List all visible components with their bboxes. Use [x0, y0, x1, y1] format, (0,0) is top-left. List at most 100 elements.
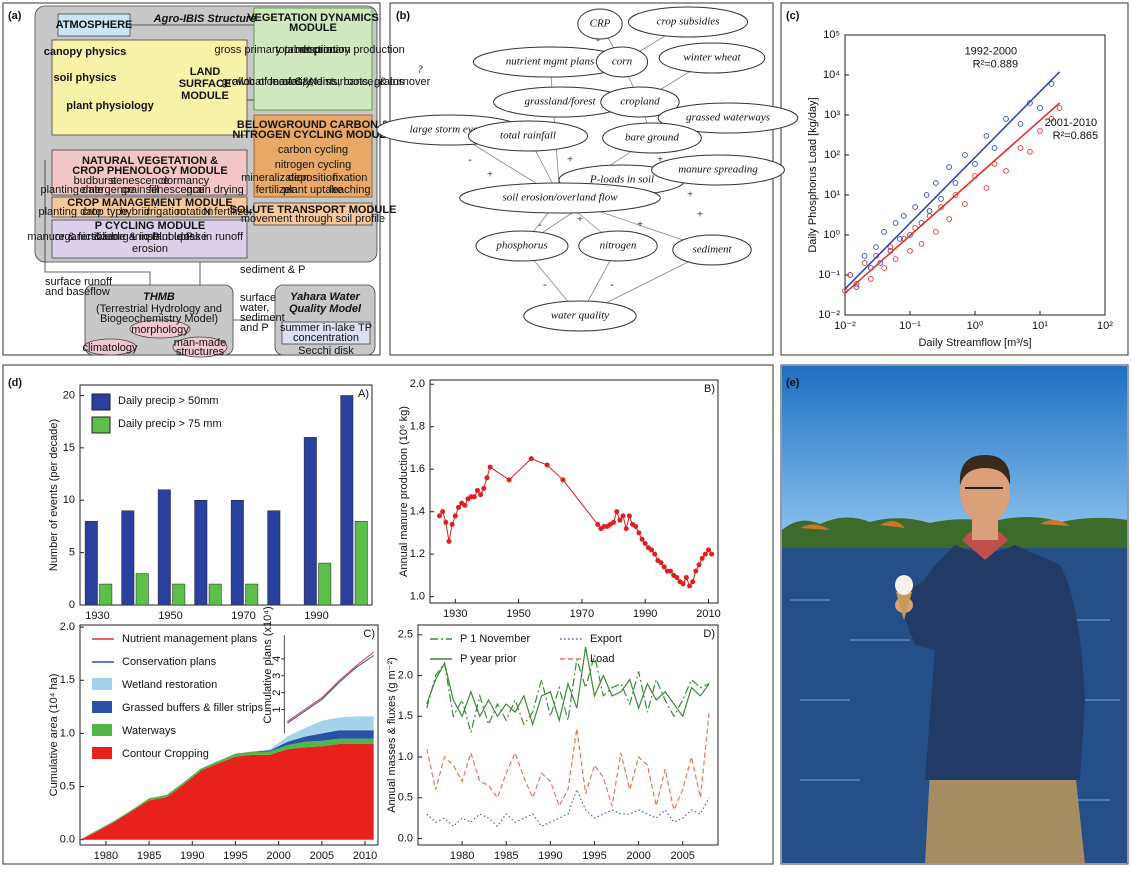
- label: morphology: [131, 324, 189, 336]
- label: soil physics: [54, 72, 117, 84]
- bar: [135, 573, 149, 606]
- label: phosphorus: [495, 240, 547, 252]
- box: [51, 149, 248, 196]
- y-tick-label: 20: [63, 389, 75, 401]
- point: [1048, 116, 1055, 122]
- label: +: [486, 169, 493, 181]
- legend-swatch: [92, 747, 112, 759]
- area: [80, 716, 374, 840]
- point: [1037, 128, 1043, 134]
- y-tick-label: 1.4: [410, 506, 425, 518]
- y-tick-label: 1.5: [398, 710, 413, 722]
- marker: [474, 487, 480, 493]
- label: plant uptake: [283, 184, 343, 196]
- y-tick-label: 0.0: [60, 834, 75, 846]
- label: -: [596, 34, 600, 46]
- legend-swatch: [91, 393, 111, 411]
- marker: [544, 462, 550, 468]
- point: [923, 192, 930, 198]
- marker: [636, 530, 642, 536]
- sketch-oval: [459, 182, 661, 214]
- y-tick-label: 1.8: [410, 421, 425, 433]
- label: cropland: [620, 96, 660, 108]
- label: loss in runoff: [181, 231, 244, 243]
- bar: [318, 562, 332, 606]
- legend-label: Daily precip > 75 mm: [118, 418, 222, 430]
- point: [873, 244, 879, 250]
- bar: [245, 583, 259, 606]
- x-tick-label: 2010: [353, 850, 377, 862]
- label: (c): [786, 10, 800, 22]
- x-tick-label: 1930: [85, 610, 109, 622]
- marker: [617, 517, 623, 523]
- marker: [642, 541, 648, 547]
- legend-label: Contour Cropping: [122, 748, 209, 760]
- x-tick-label: 10⁰: [967, 320, 984, 332]
- y-tick-label: 10⁻²: [818, 309, 840, 321]
- cone: [896, 592, 912, 620]
- label: MODULE: [181, 90, 229, 102]
- point: [1003, 168, 1009, 174]
- y-tick-label: 2.0: [60, 621, 75, 633]
- label: concentration: [293, 332, 359, 344]
- label: Quality Model: [289, 303, 362, 315]
- label: +: [576, 214, 583, 226]
- hair: [959, 455, 1011, 485]
- label: +: [636, 219, 643, 231]
- panel-tag: D): [703, 628, 715, 640]
- point: [1027, 100, 1033, 106]
- bar: [99, 583, 113, 606]
- label: N fertilizer: [203, 206, 253, 218]
- line: [287, 651, 375, 722]
- label: irrigation: [144, 206, 186, 218]
- box: [281, 321, 371, 345]
- point: [962, 152, 968, 158]
- label: sediment & P: [240, 264, 305, 276]
- series-label: 2001-2010: [1045, 117, 1098, 129]
- point: [972, 161, 978, 167]
- marker: [449, 521, 455, 527]
- label: Yahara Water: [290, 291, 360, 303]
- x-tick-label: 2005: [310, 850, 334, 862]
- label: Biogeochemistry Model): [100, 313, 218, 325]
- marker: [436, 513, 442, 519]
- point: [907, 232, 913, 238]
- label: surface: [240, 292, 276, 304]
- label: (d): [8, 377, 22, 389]
- point: [918, 241, 925, 247]
- fit-line: [844, 102, 1061, 294]
- y-tick-label: 1.0: [410, 591, 425, 603]
- point: [983, 185, 990, 191]
- label: grassed waterways: [686, 112, 770, 124]
- label: and baseflow: [45, 286, 110, 298]
- point: [946, 216, 952, 222]
- y2-tick-label: 3: [271, 673, 283, 679]
- plot-frame: [79, 384, 373, 606]
- label: P CYCLING MODULE: [95, 220, 205, 232]
- marker: [484, 475, 490, 481]
- point: [881, 265, 887, 271]
- y2-axis-label: Cumulative plans (x10⁴): [262, 606, 274, 723]
- marker: [649, 547, 655, 553]
- label: man-made: [174, 337, 227, 349]
- x-tick-label: 1970: [231, 610, 255, 622]
- marker: [446, 538, 452, 544]
- marker: [702, 551, 708, 557]
- pants: [925, 770, 1085, 863]
- label: bare ground: [625, 132, 679, 144]
- marker: [709, 551, 715, 557]
- point: [881, 228, 887, 235]
- line: [287, 655, 374, 724]
- label: winter wheat: [683, 52, 741, 64]
- y-axis-label: Number of events (per decade): [48, 419, 60, 571]
- marker: [471, 494, 477, 500]
- waves: [790, 599, 1120, 801]
- area: [80, 744, 374, 840]
- legend-swatch: [92, 701, 112, 713]
- x-tick-label: 1995: [223, 850, 247, 862]
- point: [887, 244, 894, 250]
- label: LAND: [190, 66, 221, 78]
- sky: [782, 366, 1127, 546]
- sketch-oval: [651, 154, 785, 186]
